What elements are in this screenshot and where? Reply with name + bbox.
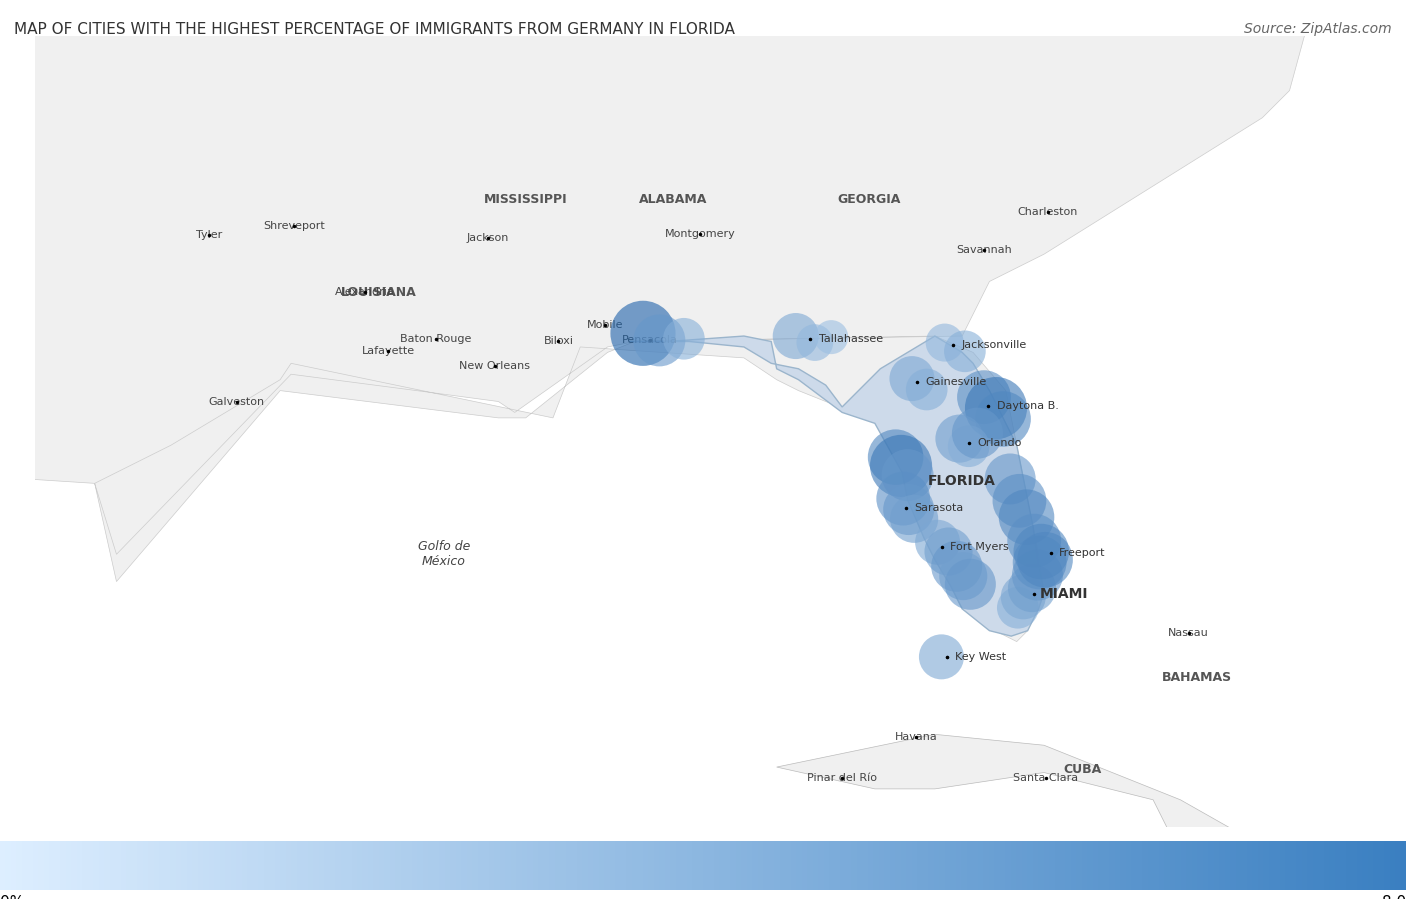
Text: CUBA: CUBA — [1063, 763, 1101, 777]
Text: Tallahassee: Tallahassee — [818, 334, 883, 344]
Text: MIAMI: MIAMI — [1040, 587, 1088, 601]
Point — [1012, 590, 1035, 604]
Text: Source: ZipAtlas.com: Source: ZipAtlas.com — [1244, 22, 1392, 37]
Text: Sarasota: Sarasota — [914, 503, 963, 513]
Point — [915, 382, 938, 396]
Text: New Orleans: New Orleans — [460, 361, 530, 371]
Point — [984, 401, 1007, 415]
Point — [1031, 545, 1053, 559]
Point — [891, 492, 914, 506]
Text: Orlando: Orlando — [977, 438, 1021, 448]
Point — [897, 503, 920, 517]
Text: FLORIDA: FLORIDA — [928, 474, 995, 487]
Point — [897, 468, 920, 483]
Point — [957, 439, 980, 453]
Point — [672, 332, 695, 346]
Point — [934, 335, 956, 350]
Point — [1026, 568, 1049, 583]
Text: ALABAMA: ALABAMA — [638, 193, 707, 206]
Text: Key West: Key West — [955, 652, 1007, 662]
Polygon shape — [0, 0, 1406, 642]
Point — [998, 472, 1021, 486]
Text: MISSISSIPPI: MISSISSIPPI — [484, 193, 568, 206]
Text: Santa Clara: Santa Clara — [1014, 773, 1078, 783]
Text: Mobile: Mobile — [588, 320, 624, 330]
Text: Lafayette: Lafayette — [361, 346, 415, 356]
Text: Shreveport: Shreveport — [263, 221, 325, 231]
Point — [948, 432, 970, 446]
Point — [931, 650, 953, 664]
Point — [884, 450, 907, 465]
Text: Havana: Havana — [894, 732, 938, 742]
Text: MAP OF CITIES WITH THE HIGHEST PERCENTAGE OF IMMIGRANTS FROM GERMANY IN FLORIDA: MAP OF CITIES WITH THE HIGHEST PERCENTAG… — [14, 22, 735, 38]
Text: Pinar del Río: Pinar del Río — [807, 773, 877, 783]
Text: Golfo de
México: Golfo de México — [418, 540, 470, 568]
Text: Baton Rouge: Baton Rouge — [399, 334, 471, 343]
Text: GEORGIA: GEORGIA — [838, 193, 901, 206]
Text: Daytona B.: Daytona B. — [997, 402, 1059, 412]
Text: Gainesville: Gainesville — [925, 378, 987, 387]
Point — [1007, 601, 1029, 615]
Point — [1024, 533, 1046, 547]
Point — [959, 577, 981, 592]
Point — [804, 335, 827, 350]
Text: Tyler: Tyler — [195, 230, 222, 240]
Polygon shape — [630, 336, 1045, 636]
Point — [952, 569, 974, 583]
Point — [631, 326, 654, 341]
Text: Alexandria: Alexandria — [336, 287, 395, 297]
Point — [1015, 510, 1038, 524]
Point — [1028, 556, 1050, 570]
Text: Biloxi: Biloxi — [543, 336, 574, 346]
Text: Charleston: Charleston — [1018, 207, 1078, 217]
Point — [938, 545, 960, 559]
Text: Fort Myers: Fort Myers — [950, 541, 1010, 552]
Point — [903, 512, 925, 526]
Text: BAHAMAS: BAHAMAS — [1161, 671, 1232, 683]
Point — [1033, 553, 1056, 567]
Text: LOUISIANA: LOUISIANA — [340, 286, 416, 298]
Point — [1008, 494, 1031, 508]
Point — [953, 344, 976, 359]
Point — [927, 535, 949, 549]
Text: Jacksonville: Jacksonville — [962, 341, 1026, 351]
Point — [820, 330, 842, 344]
Text: Nassau: Nassau — [1168, 628, 1209, 638]
Text: Freeport: Freeport — [1059, 548, 1105, 558]
Point — [901, 371, 924, 386]
Text: Pensacola: Pensacola — [621, 335, 678, 345]
Text: Savannah: Savannah — [956, 245, 1012, 254]
Point — [945, 559, 967, 574]
Point — [973, 390, 995, 405]
Point — [1021, 581, 1043, 595]
Text: Galveston: Galveston — [208, 396, 264, 406]
Point — [648, 334, 671, 348]
Point — [890, 458, 912, 473]
Point — [785, 329, 807, 343]
Text: Montgomery: Montgomery — [665, 229, 735, 239]
Point — [966, 426, 988, 441]
Point — [991, 412, 1014, 426]
Text: Jackson: Jackson — [467, 233, 509, 243]
Polygon shape — [776, 734, 1344, 899]
